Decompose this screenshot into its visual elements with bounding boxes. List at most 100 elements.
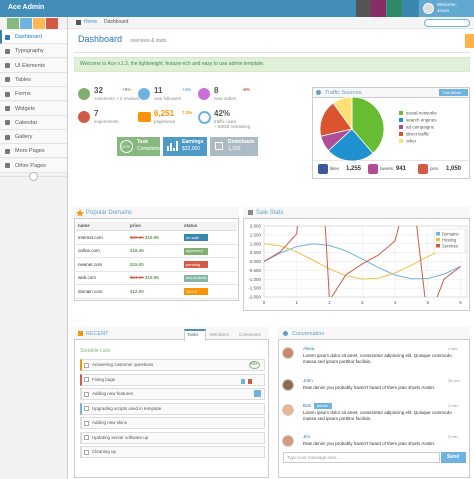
nav-item[interactable]	[0, 44, 67, 59]
brand: Ace Admin	[8, 4, 45, 11]
stat-value: $32,000	[182, 146, 201, 152]
nav-item[interactable]	[0, 58, 67, 73]
tab-label[interactable]: Comments	[239, 331, 261, 337]
shortcut-button[interactable]	[20, 18, 32, 29]
settings-button[interactable]	[465, 34, 474, 48]
column-header[interactable]: name	[78, 223, 90, 228]
status-badge	[184, 288, 208, 295]
tab-label[interactable]: Tasks	[187, 331, 199, 337]
task-checkbox[interactable]	[84, 406, 89, 411]
legend-swatch	[436, 238, 440, 242]
domain-name: newnet.com	[78, 261, 103, 267]
stat-button[interactable]	[210, 137, 258, 156]
stat-button[interactable]	[163, 137, 207, 156]
infobox-badge: +4%	[182, 87, 192, 92]
task-checkbox[interactable]	[84, 391, 89, 397]
nav-icon	[5, 91, 10, 97]
message-author[interactable]: Jim	[303, 434, 310, 439]
table-row	[76, 231, 237, 245]
pie-slice	[351, 96, 385, 154]
nav-button[interactable]	[387, 0, 402, 17]
nav-item[interactable]	[0, 30, 67, 44]
domain-name: web.com	[78, 275, 97, 280]
x-tick-label: 3	[361, 300, 364, 305]
task-item	[80, 431, 265, 444]
status-badge	[184, 261, 208, 268]
column-header[interactable]: status	[184, 223, 198, 228]
task-checkbox[interactable]	[84, 435, 89, 440]
task-checkbox[interactable]	[84, 362, 89, 368]
y-tick-label: 2.000	[250, 224, 262, 229]
task-action-button[interactable]	[254, 390, 261, 397]
progress-ring	[198, 111, 211, 124]
message-author[interactable]: John	[303, 378, 313, 383]
task-checkbox[interactable]	[84, 377, 89, 382]
bar-icon	[170, 143, 172, 151]
nav-item[interactable]	[0, 144, 67, 159]
nav-item[interactable]	[0, 72, 67, 87]
nav-button[interactable]	[356, 0, 371, 17]
tab-label[interactable]: Members	[210, 331, 229, 337]
infobox-number: 11	[154, 86, 163, 95]
old-price: $24.99	[130, 275, 144, 280]
shortcut-button[interactable]	[33, 18, 45, 29]
download-icon	[215, 142, 223, 150]
infobox-text: new orders	[214, 96, 237, 101]
bar-icon	[167, 146, 169, 151]
list-title: Sortable Lists	[80, 348, 111, 354]
delete-button[interactable]	[248, 379, 252, 384]
task-checkbox[interactable]	[84, 420, 89, 426]
breadcrumb-link[interactable]: Home	[84, 19, 98, 25]
legend-swatch	[436, 232, 440, 236]
table-row	[76, 285, 237, 299]
social-label: likes	[330, 166, 340, 171]
nav-button[interactable]	[403, 0, 418, 17]
message-author[interactable]: Alexa	[303, 346, 315, 351]
infobox-icon	[138, 88, 150, 100]
nav-item[interactable]	[0, 130, 67, 145]
status-label: approved	[186, 248, 203, 253]
period-button[interactable]	[439, 89, 468, 96]
period-label: This Week	[442, 89, 461, 95]
tab[interactable]	[184, 329, 206, 341]
message-time: 2 min	[448, 403, 458, 408]
avatar	[282, 404, 294, 416]
nav-item[interactable]	[0, 87, 67, 102]
message-input[interactable]	[283, 452, 440, 463]
legend-label: social networks	[406, 111, 438, 116]
y-tick-label: -1.000	[248, 277, 261, 282]
social-label: tweets	[380, 166, 394, 171]
nav-button[interactable]	[371, 0, 386, 17]
x-tick-label: 4	[394, 300, 397, 305]
infobox-number: 32	[94, 86, 103, 95]
nav-label: Widgets	[15, 105, 35, 112]
infobox-number: 6,251	[154, 109, 175, 118]
task-checkbox[interactable]	[84, 449, 89, 455]
input-placeholder: Type your message here ...	[287, 454, 342, 460]
progress-ring	[249, 361, 260, 369]
search-box[interactable]	[424, 19, 470, 27]
send-label[interactable]: Send	[447, 454, 460, 460]
stat-label: Downloads	[228, 139, 255, 145]
table-header	[76, 222, 237, 231]
nav-label: Dashboard	[15, 34, 42, 40]
nav-item[interactable]	[0, 115, 67, 130]
legend-label: search engines	[406, 118, 437, 123]
column-header[interactable]: price	[130, 223, 141, 228]
shortcut-button[interactable]	[7, 18, 19, 29]
infobox-badge: +8%	[122, 87, 132, 92]
infobox-badge: 7.2%	[182, 110, 193, 115]
series-line	[264, 243, 461, 280]
social-value: 1,255	[346, 166, 362, 172]
sidebar-collapse[interactable]	[29, 172, 38, 181]
series-line	[264, 226, 461, 297]
old-price: $29.99	[130, 234, 144, 240]
message-author[interactable]: Bob	[303, 403, 312, 408]
send-button[interactable]	[441, 452, 466, 463]
task-label: Answering customer questions	[92, 362, 154, 367]
nav-item[interactable]	[0, 101, 67, 116]
progress-ring	[120, 140, 133, 153]
status-label: pending	[186, 261, 201, 267]
shortcut-button[interactable]	[46, 18, 58, 29]
edit-button[interactable]	[241, 379, 245, 384]
